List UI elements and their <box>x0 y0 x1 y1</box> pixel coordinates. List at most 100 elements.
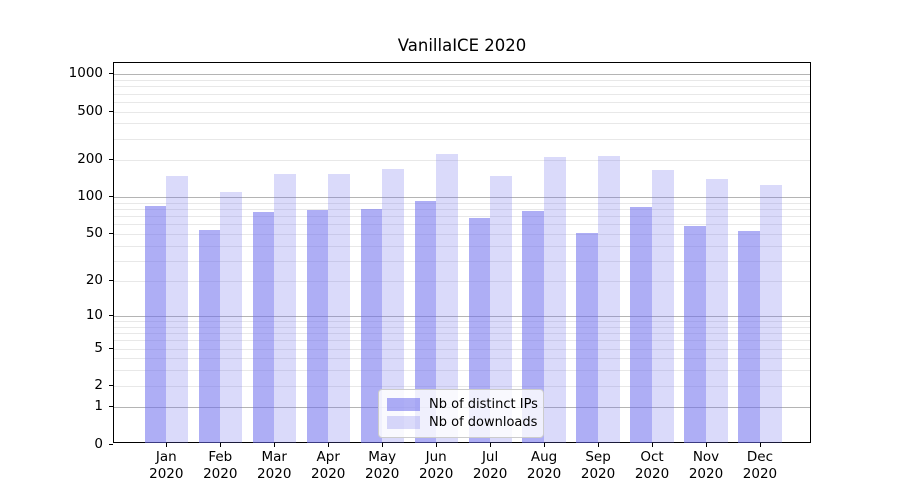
y-tick-label: 50 <box>85 224 103 241</box>
chart-title: VanillaICE 2020 <box>397 36 527 55</box>
y-tick <box>109 443 113 445</box>
x-tick <box>706 443 707 447</box>
minor-gridline <box>114 80 810 82</box>
y-tick-label: 10 <box>85 307 103 324</box>
bar-distinct-ips-apr <box>306 210 329 444</box>
bar-distinct-ips-sep <box>576 232 599 444</box>
minor-gridline <box>114 209 810 211</box>
x-tick-label-jun: Jun 2020 <box>418 449 454 482</box>
y-tick-label: 500 <box>77 102 103 119</box>
minor-gridline <box>114 348 810 350</box>
minor-gridline <box>114 245 810 247</box>
y-tick-label: 5 <box>94 339 103 356</box>
x-tick <box>274 443 276 447</box>
y-tick <box>109 315 113 317</box>
x-tick <box>544 443 546 447</box>
x-tick-label-may: May 2020 <box>364 449 400 482</box>
minor-gridline <box>114 224 810 226</box>
bar-distinct-ips-aug <box>522 210 545 444</box>
x-tick <box>166 443 168 447</box>
y-tick <box>109 232 113 234</box>
x-tick-label-jul: Jul 2020 <box>472 449 508 482</box>
minor-gridline <box>114 358 810 360</box>
x-tick <box>598 443 600 447</box>
minor-gridline <box>114 101 810 103</box>
bar-downloads-mar <box>274 174 296 444</box>
x-tick <box>490 443 492 447</box>
x-tick-label-aug: Aug 2020 <box>526 449 562 482</box>
y-tick <box>109 73 113 75</box>
bar-distinct-ips-jul <box>468 218 491 444</box>
bar-downloads-may <box>382 169 404 444</box>
legend-swatch-downloads <box>387 416 420 429</box>
bar-distinct-ips-jun <box>414 200 437 444</box>
legend-row-distinct-ips: Nb of distinct IPs <box>387 396 538 413</box>
major-gridline <box>114 197 810 199</box>
bar-downloads-feb <box>220 192 242 444</box>
y-tick <box>109 347 113 349</box>
minor-gridline <box>114 86 810 88</box>
minor-gridline <box>114 333 810 335</box>
x-tick-label-feb: Feb 2020 <box>203 449 238 482</box>
y-tick <box>109 159 113 161</box>
y-tick-label: 2 <box>94 376 103 393</box>
bar-downloads-dec <box>759 184 782 444</box>
x-tick-label-oct: Oct 2020 <box>634 449 670 482</box>
bar-distinct-ips-nov <box>684 226 706 444</box>
y-tick-label: 200 <box>77 151 103 168</box>
minor-gridline <box>114 138 810 140</box>
y-tick-label: 100 <box>77 188 103 205</box>
x-tick-label-jan: Jan 2020 <box>149 449 184 482</box>
x-tick <box>328 443 330 447</box>
x-tick <box>652 443 654 447</box>
minor-gridline <box>114 93 810 95</box>
y-tick <box>109 406 113 408</box>
y-tick-label: 0 <box>94 435 103 452</box>
minor-gridline <box>114 123 810 125</box>
minor-gridline <box>114 160 810 162</box>
x-tick-label-mar: Mar 2020 <box>257 449 292 482</box>
bar-distinct-ips-feb <box>198 229 221 444</box>
major-gridline <box>114 316 810 318</box>
minor-gridline <box>114 326 810 328</box>
minor-gridline <box>114 281 810 283</box>
bar-distinct-ips-oct <box>630 206 653 444</box>
bar-downloads-jun <box>436 153 458 444</box>
minor-gridline <box>114 370 810 372</box>
bar-downloads-aug <box>544 156 566 444</box>
bar-downloads-nov <box>706 179 728 444</box>
minor-gridline <box>114 111 810 113</box>
plot-area <box>113 62 811 444</box>
y-tick <box>109 110 113 112</box>
y-tick-label: 1000 <box>68 65 103 82</box>
y-tick <box>109 280 113 282</box>
bar-distinct-ips-mar <box>252 212 275 444</box>
minor-gridline <box>114 340 810 342</box>
minor-gridline <box>114 233 810 235</box>
bar-downloads-apr <box>328 173 350 444</box>
x-tick <box>759 443 761 447</box>
x-tick-label-dec: Dec 2020 <box>742 449 778 482</box>
bar-distinct-ips-dec <box>738 230 760 444</box>
x-tick <box>436 443 438 447</box>
legend: Nb of distinct IPs Nb of downloads <box>378 389 544 438</box>
minor-gridline <box>114 216 810 218</box>
bar-distinct-ips-may <box>360 208 383 444</box>
y-tick <box>109 196 113 198</box>
x-tick <box>220 443 222 447</box>
legend-label-distinct-ips: Nb of distinct IPs <box>429 397 538 412</box>
bar-distinct-ips-jan <box>144 205 167 444</box>
bar-downloads-jan <box>166 175 188 444</box>
major-gridline <box>114 74 810 76</box>
x-tick-label-nov: Nov 2020 <box>688 449 724 482</box>
legend-row-downloads: Nb of downloads <box>387 414 538 431</box>
minor-gridline <box>114 385 810 387</box>
x-tick <box>382 443 384 447</box>
minor-gridline <box>114 260 810 262</box>
legend-swatch-distinct-ips <box>387 398 420 411</box>
bar-downloads-oct <box>652 170 674 444</box>
legend-label-downloads: Nb of downloads <box>429 415 538 430</box>
minor-gridline <box>114 202 810 204</box>
y-tick-label: 20 <box>85 272 103 289</box>
